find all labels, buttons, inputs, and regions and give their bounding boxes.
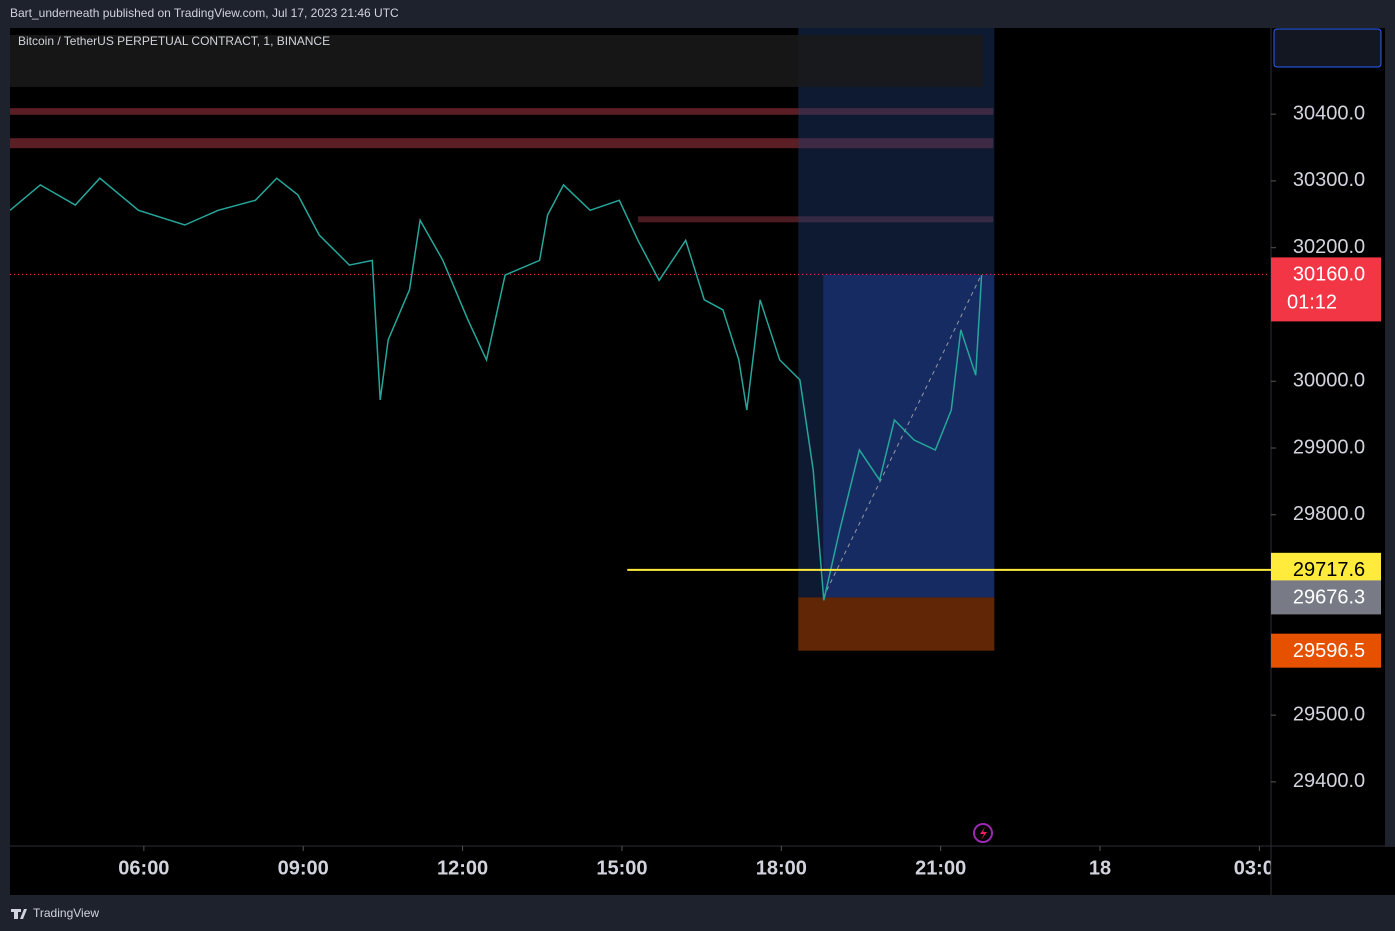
header: Bart_underneath published on TradingView… (10, 6, 399, 20)
x-tick-label: 09:00 (278, 857, 329, 879)
level-zone (10, 108, 994, 115)
level-zone (10, 138, 994, 149)
plot (10, 28, 1270, 651)
price-label-box (1271, 257, 1381, 322)
level-zone (637, 216, 994, 223)
y-tick-label: 30300.0 (1293, 169, 1365, 191)
symbol-title: Bitcoin / TetherUS PERPETUAL CONTRACT, 1… (18, 34, 330, 48)
price-label: 29676.3 (1293, 587, 1365, 609)
profit-zone (823, 274, 995, 598)
stop-zone (798, 597, 995, 651)
position-path (822, 274, 983, 598)
chart-bg (10, 28, 1385, 895)
y-tick-label: 29400.0 (1293, 770, 1365, 792)
y-tick-label: 29800.0 (1293, 503, 1365, 525)
logo (11, 909, 27, 919)
price-label-box (1271, 580, 1381, 615)
y-tick-label: 30400.0 (1293, 102, 1365, 124)
y-tick-label: 29500.0 (1293, 703, 1365, 725)
x-tick-label: 12:00 (437, 857, 488, 879)
price-label: 29596.5 (1293, 640, 1365, 662)
axis-button[interactable] (1273, 28, 1382, 68)
legend-bg (10, 35, 983, 87)
footer: TradingView (33, 906, 99, 920)
x-tick-label: 06:00 (118, 857, 169, 879)
price-line (10, 177, 983, 601)
price-label-box (1271, 633, 1381, 668)
y-tick-label: 30000.0 (1293, 370, 1365, 392)
countdown: 01:12 (1287, 292, 1337, 314)
y-tick-label: 30200.0 (1293, 236, 1365, 258)
y-tick-label: 29900.0 (1293, 436, 1365, 458)
x-tick-label: 18 (1089, 857, 1111, 879)
alert-bolt (980, 827, 987, 840)
x-tick-label: 21:00 (915, 857, 966, 879)
alert-icon[interactable] (973, 823, 993, 843)
axis-cover (1271, 847, 1395, 895)
price-label: 29717.6 (1293, 559, 1365, 581)
x-tick-label: 15:00 (596, 857, 647, 879)
price-label: 30160.0 (1293, 264, 1365, 286)
x-tick-label: 18:00 (756, 857, 807, 879)
